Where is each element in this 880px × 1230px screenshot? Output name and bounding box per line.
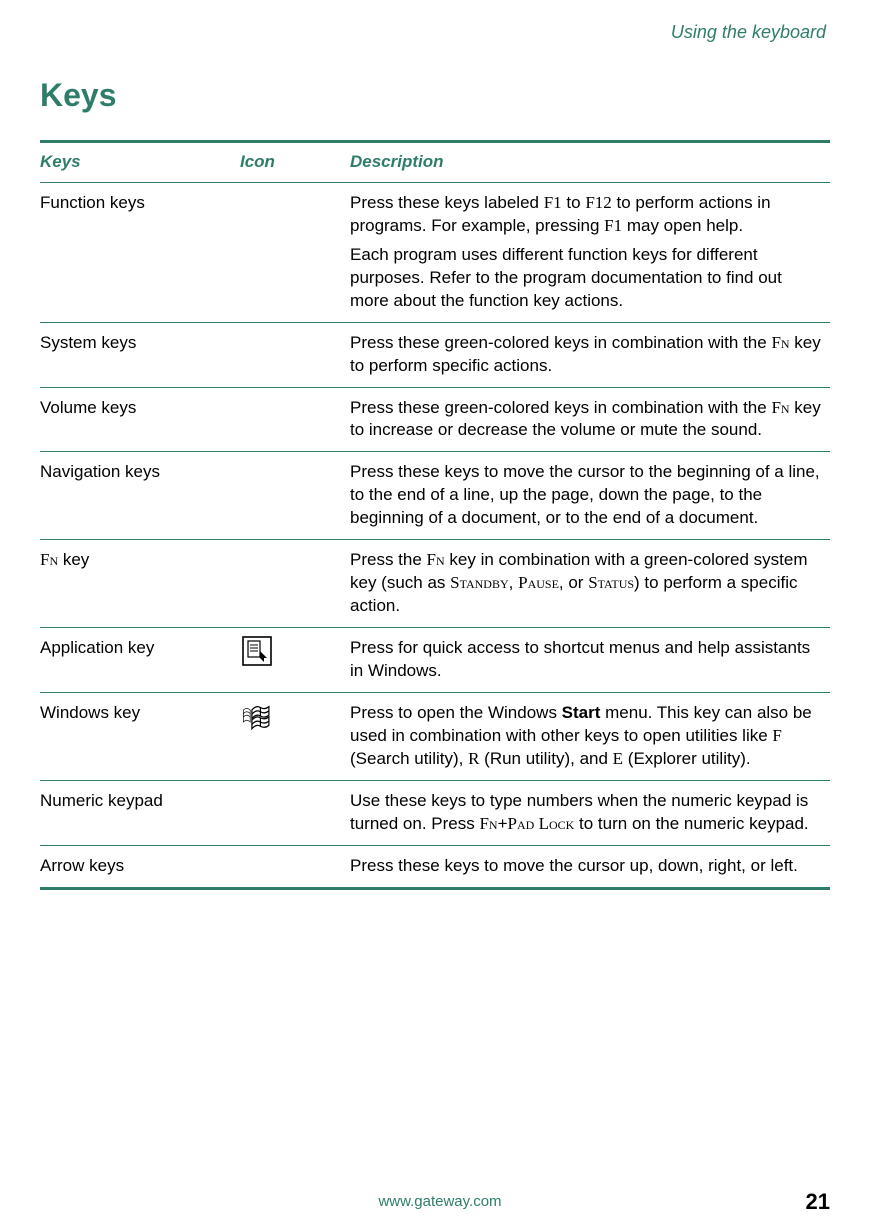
cell-key: Numeric keypad	[40, 780, 240, 845]
cell-icon	[240, 182, 350, 322]
cell-description: Press these keys labeled F1 to F12 to pe…	[350, 182, 830, 322]
page-footer: www.gateway.com 21	[0, 1193, 880, 1210]
table-row: Windows key Press to open the Windows St…	[40, 692, 830, 780]
application-key-icon	[240, 634, 274, 668]
running-head: Using the keyboard	[40, 22, 830, 43]
cell-description: Press to open the Windows Start menu. Th…	[350, 692, 830, 780]
table-row: Fn key Press the Fn key in combination wi…	[40, 540, 830, 628]
page: Using the keyboard Keys Keys Icon Descri…	[0, 0, 880, 1230]
cell-description: Press these green-colored keys in combin…	[350, 322, 830, 387]
cell-icon	[240, 452, 350, 540]
table-row: System keys Press these green-colored key…	[40, 322, 830, 387]
cell-key: Function keys	[40, 182, 240, 322]
cell-key: Arrow keys	[40, 845, 240, 888]
cell-description: Press the Fn key in combination with a g…	[350, 540, 830, 628]
cell-description: Press these keys to move the cursor up, …	[350, 845, 830, 888]
table-row: Numeric keypad Use these keys to type num…	[40, 780, 830, 845]
table-header-row: Keys Icon Description	[40, 142, 830, 183]
cell-key: Navigation keys	[40, 452, 240, 540]
page-number: 21	[806, 1189, 830, 1215]
cell-description: Press these green-colored keys in combin…	[350, 387, 830, 452]
table-row: Volume keys Press these green-colored key…	[40, 387, 830, 452]
cell-description: Press for quick access to shortcut menus…	[350, 628, 830, 693]
cell-key: Windows key	[40, 692, 240, 780]
table-row: Function keys Press these keys labeled F1…	[40, 182, 830, 322]
footer-url: www.gateway.com	[378, 1193, 501, 1210]
cell-icon	[240, 540, 350, 628]
section-title: Keys	[40, 77, 830, 114]
col-header-keys: Keys	[40, 142, 240, 183]
cell-icon	[240, 387, 350, 452]
cell-key: Volume keys	[40, 387, 240, 452]
cell-icon	[240, 322, 350, 387]
cell-description: Use these keys to type numbers when the …	[350, 780, 830, 845]
cell-icon	[240, 628, 350, 693]
keys-table: Keys Icon Description Function keys Press…	[40, 140, 830, 890]
windows-key-icon	[240, 699, 274, 733]
cell-key: System keys	[40, 322, 240, 387]
table-body: Function keys Press these keys labeled F1…	[40, 182, 830, 888]
table-row: Application key Press for quick access t…	[40, 628, 830, 693]
col-header-icon: Icon	[240, 142, 350, 183]
cell-key: Fn key	[40, 540, 240, 628]
table-row: Arrow keys Press these keys to move the c…	[40, 845, 830, 888]
cell-icon	[240, 692, 350, 780]
cell-key: Application key	[40, 628, 240, 693]
col-header-description: Description	[350, 142, 830, 183]
cell-description: Press these keys to move the cursor to t…	[350, 452, 830, 540]
table-row: Navigation keys Press these keys to move …	[40, 452, 830, 540]
cell-icon	[240, 780, 350, 845]
cell-icon	[240, 845, 350, 888]
